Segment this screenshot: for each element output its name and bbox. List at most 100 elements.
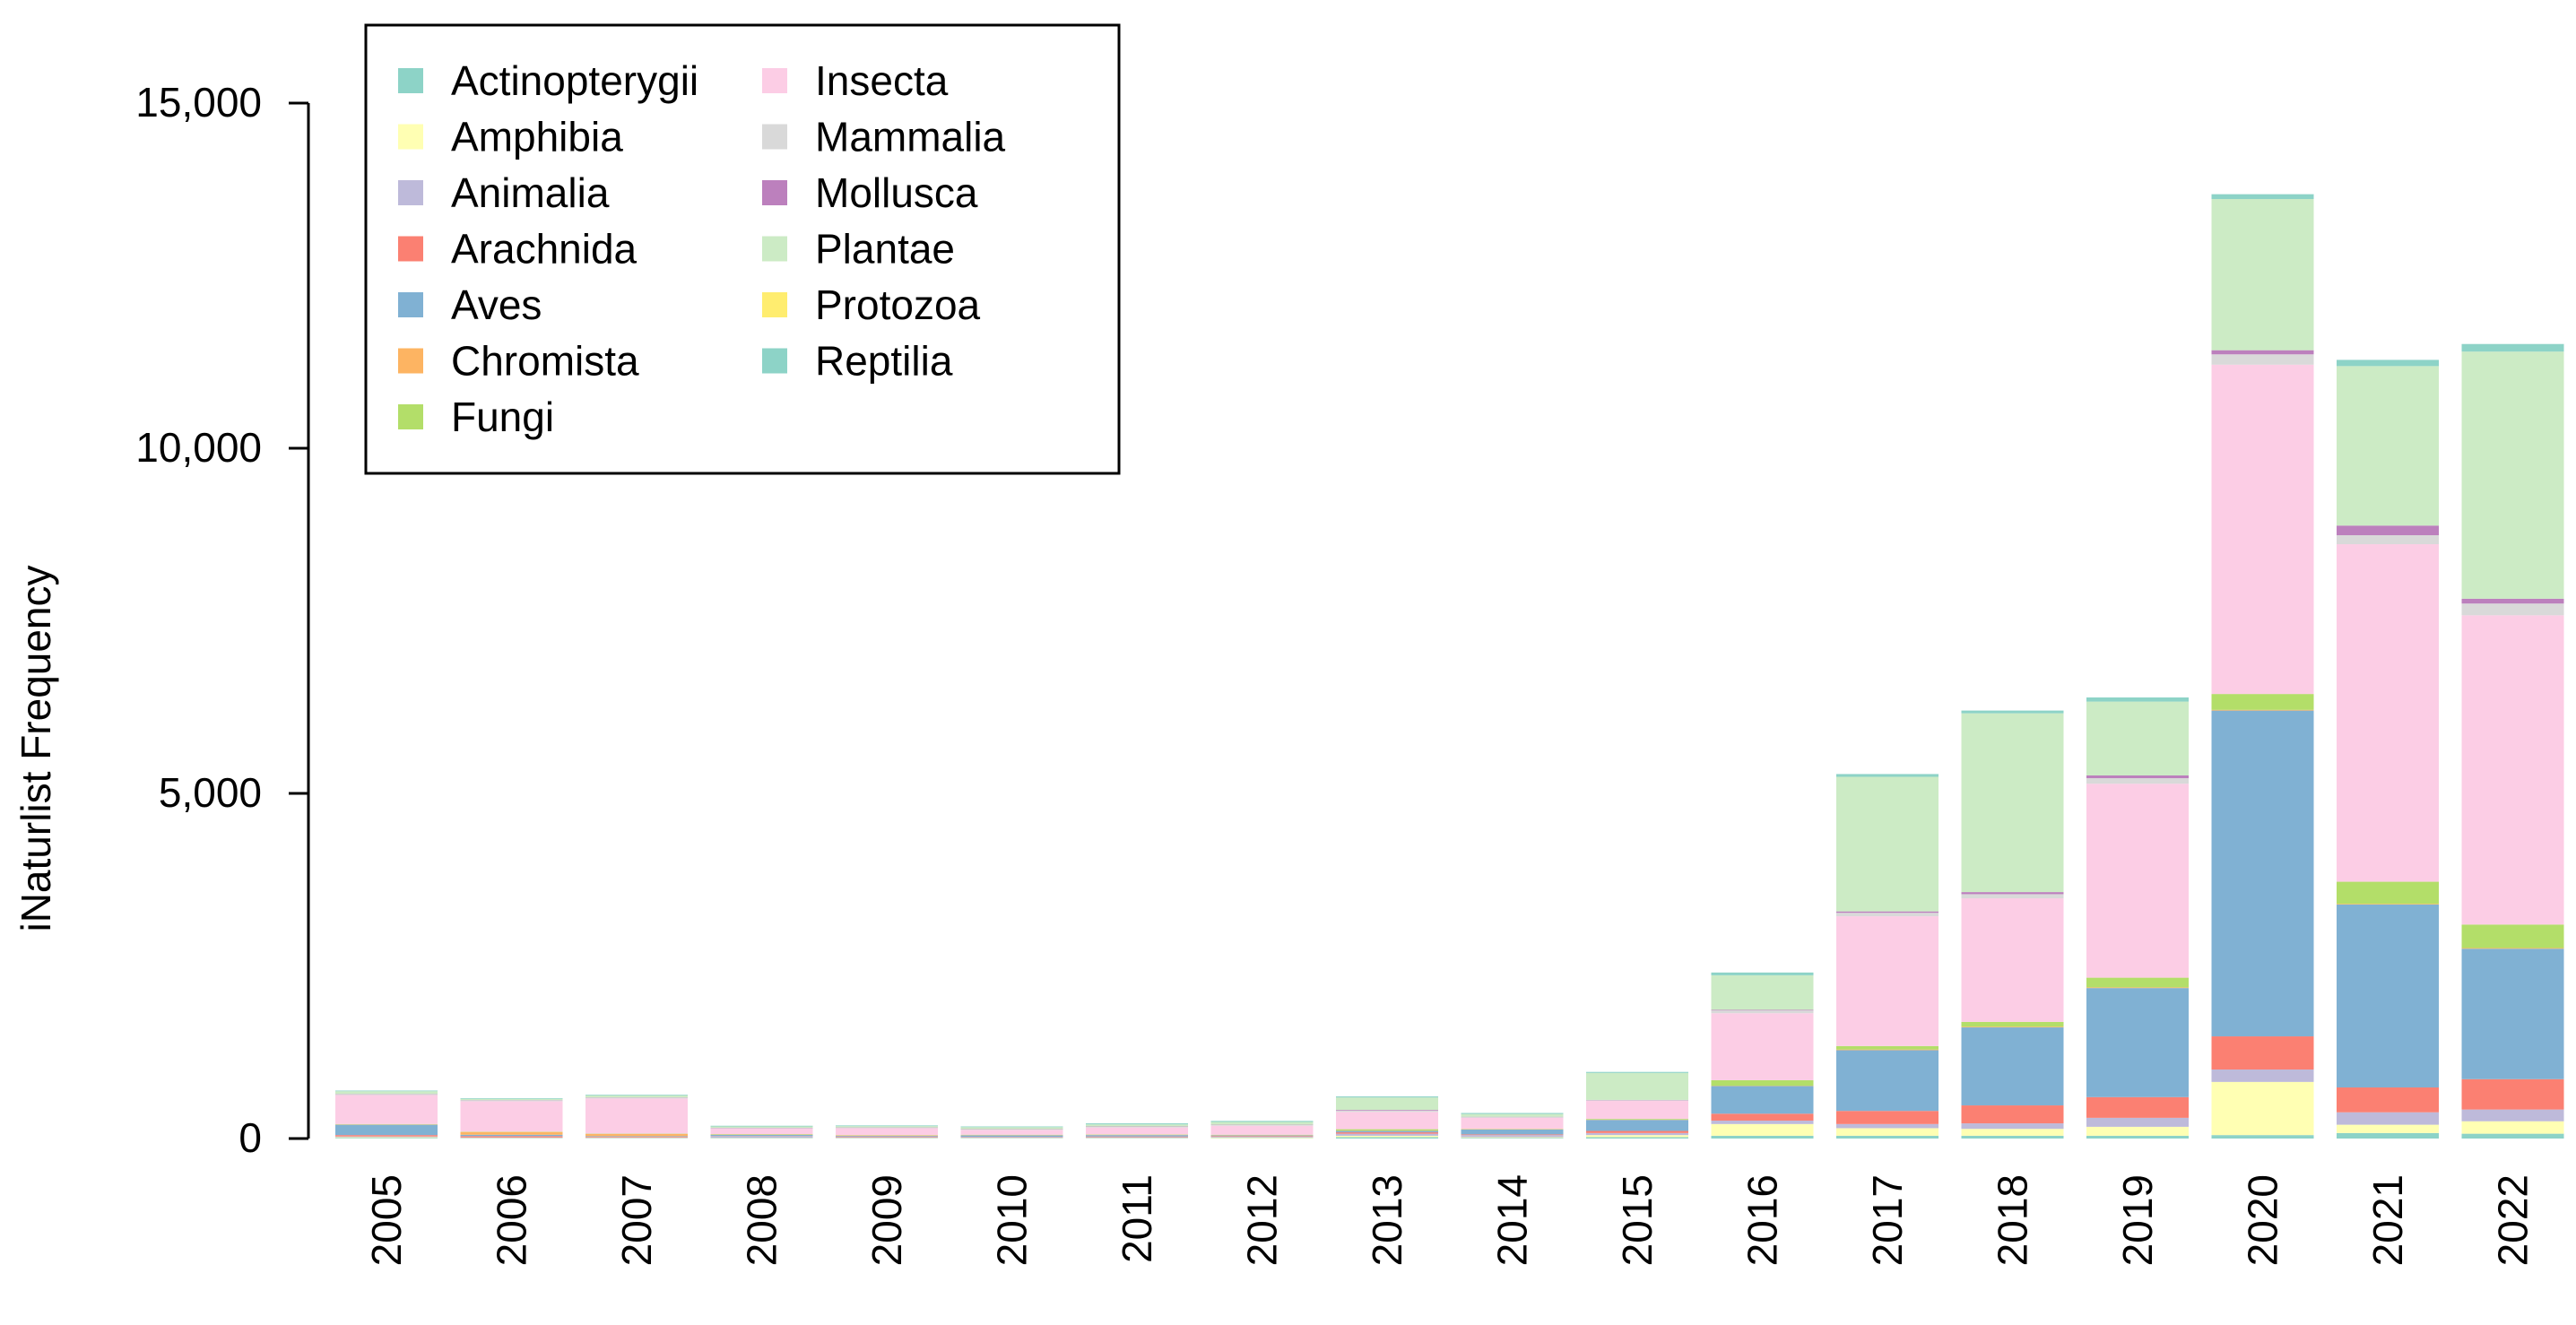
y-axis-label: iNaturlist Frequency bbox=[13, 565, 59, 931]
bar-stack-2007 bbox=[585, 1095, 688, 1139]
bar-segment-fungi-2022 bbox=[2461, 924, 2564, 948]
bar-segment-reptilia-2008 bbox=[710, 1125, 813, 1127]
bar-segment-mollusca-2017 bbox=[1836, 911, 1939, 914]
bar-segment-chromista-2021 bbox=[2337, 904, 2439, 905]
bar-segment-insecta-2011 bbox=[1086, 1127, 1188, 1135]
bar-segment-chromista-2020 bbox=[2211, 709, 2314, 711]
legend-label-actinopterygii: Actinopterygii bbox=[451, 57, 698, 104]
bar-stack-2010 bbox=[960, 1126, 1063, 1139]
x-tick-label: 2005 bbox=[363, 1174, 410, 1266]
x-tick-label: 2019 bbox=[2114, 1174, 2161, 1266]
bar-segment-plantae-2010 bbox=[960, 1127, 1063, 1130]
bar-segment-reptilia-2006 bbox=[460, 1097, 563, 1099]
bar-segment-amphibia-2005 bbox=[335, 1137, 438, 1139]
bar-segment-mammalia-2011 bbox=[1086, 1126, 1188, 1128]
bar-segment-mammalia-2021 bbox=[2337, 535, 2439, 545]
bar-segment-insecta-2007 bbox=[585, 1098, 688, 1134]
bar-segment-actinopterygii-2017 bbox=[1836, 1135, 1939, 1139]
bar-segment-insecta-2006 bbox=[460, 1101, 563, 1132]
bar-stack-2006 bbox=[460, 1097, 563, 1139]
bar-segment-amphibia-2019 bbox=[2086, 1126, 2189, 1136]
bar-segment-aves-2008 bbox=[710, 1134, 813, 1137]
bar-segment-mollusca-2020 bbox=[2211, 350, 2314, 355]
bar-segment-mammalia-2012 bbox=[1210, 1124, 1314, 1126]
bar-segment-mammalia-2016 bbox=[1711, 1010, 1814, 1014]
bar-segment-aves-2009 bbox=[836, 1135, 938, 1137]
bar-segment-insecta-2020 bbox=[2211, 364, 2314, 695]
legend-label-mollusca: Mollusca bbox=[815, 169, 978, 216]
bar-segment-mammalia-2007 bbox=[585, 1097, 688, 1099]
bar-segment-reptilia-2018 bbox=[1961, 710, 2064, 714]
x-tick-label: 2007 bbox=[613, 1174, 660, 1266]
bar-segment-animalia-2012 bbox=[1210, 1137, 1314, 1138]
bar-segment-plantae-2007 bbox=[585, 1095, 688, 1098]
bar-segment-amphibia-2022 bbox=[2461, 1121, 2564, 1134]
x-tick-label: 2021 bbox=[2364, 1174, 2411, 1266]
legend-swatch-mammalia bbox=[762, 124, 787, 150]
bar-segment-aves-2020 bbox=[2211, 710, 2314, 1037]
bar-segment-actinopterygii-2022 bbox=[2461, 1133, 2564, 1139]
bar-segment-mollusca-2016 bbox=[1711, 1009, 1814, 1011]
bar-segment-mammalia-2019 bbox=[2086, 778, 2189, 784]
bar-stack-2021 bbox=[2337, 359, 2439, 1139]
bar-segment-aves-2007 bbox=[585, 1136, 688, 1138]
bar-segment-animalia-2019 bbox=[2086, 1117, 2189, 1127]
bar-segment-animalia-2015 bbox=[1586, 1132, 1688, 1136]
bar-segment-insecta-2022 bbox=[2461, 615, 2564, 925]
legend-box bbox=[364, 23, 1121, 475]
bar-segment-fungi-2013 bbox=[1336, 1129, 1438, 1131]
bar-segment-insecta-2017 bbox=[1836, 916, 1939, 1046]
bar-segment-fungi-2017 bbox=[1836, 1045, 1939, 1050]
bar-stack-2012 bbox=[1210, 1121, 1314, 1139]
legend-swatch-mollusca bbox=[762, 180, 787, 205]
x-tick-label: 2017 bbox=[1864, 1174, 1911, 1266]
bar-segment-plantae-2018 bbox=[1961, 713, 2064, 893]
bar-segment-plantae-2015 bbox=[1586, 1072, 1688, 1100]
legend-label-plantae: Plantae bbox=[815, 226, 955, 273]
bar-segment-amphibia-2014 bbox=[1461, 1137, 1564, 1139]
bar-segment-animalia-2013 bbox=[1336, 1133, 1438, 1136]
bar-segment-animalia-2011 bbox=[1086, 1137, 1188, 1139]
bar-segment-mammalia-2022 bbox=[2461, 603, 2564, 616]
bar-segment-arachnida-2013 bbox=[1336, 1132, 1438, 1134]
bar-segment-reptilia-2020 bbox=[2211, 194, 2314, 200]
bar-segment-mollusca-2021 bbox=[2337, 525, 2439, 536]
legend-swatch-chromista bbox=[398, 348, 423, 374]
bar-segment-plantae-2014 bbox=[1461, 1113, 1564, 1117]
legend-label-animalia: Animalia bbox=[451, 169, 610, 216]
bar-segment-plantae-2016 bbox=[1711, 974, 1814, 1010]
bar-segment-actinopterygii-2015 bbox=[1586, 1137, 1688, 1139]
bar-segment-reptilia-2017 bbox=[1836, 774, 1939, 777]
x-tick-label: 2022 bbox=[2490, 1174, 2537, 1266]
bar-segment-reptilia-2013 bbox=[1336, 1096, 1438, 1098]
bar-segment-amphibia-2013 bbox=[1336, 1135, 1438, 1138]
bar-segment-mammalia-2017 bbox=[1836, 913, 1939, 917]
legend-label-reptilia: Reptilia bbox=[815, 338, 953, 385]
bar-segment-insecta-2005 bbox=[335, 1095, 438, 1124]
bar-segment-reptilia-2019 bbox=[2086, 697, 2189, 702]
bar-segment-actinopterygii-2019 bbox=[2086, 1135, 2189, 1139]
bar-segment-aves-2016 bbox=[1711, 1086, 1814, 1114]
bars bbox=[335, 194, 2564, 1139]
bar-segment-actinopterygii-2013 bbox=[1336, 1137, 1438, 1139]
bar-segment-chromista-2018 bbox=[1961, 1026, 2064, 1028]
bar-segment-plantae-2012 bbox=[1210, 1121, 1314, 1125]
bar-segment-animalia-2009 bbox=[836, 1137, 938, 1139]
bar-segment-actinopterygii-2014 bbox=[1461, 1138, 1564, 1139]
x-tick-label: 2008 bbox=[739, 1174, 785, 1266]
legend-label-amphibia: Amphibia bbox=[451, 114, 623, 160]
bar-segment-mollusca-2022 bbox=[2461, 598, 2564, 604]
legend-swatch-plantae bbox=[762, 236, 787, 262]
bar-segment-plantae-2006 bbox=[460, 1098, 563, 1101]
y-tick-label: 5,000 bbox=[159, 769, 262, 816]
legend-swatch-arachnida bbox=[398, 236, 423, 262]
bar-segment-insecta-2008 bbox=[710, 1128, 813, 1134]
bar-stack-2009 bbox=[836, 1125, 938, 1139]
legend: Actinopterygii Amphibia Animalia Arachnida A… bbox=[364, 23, 1121, 475]
bar-segment-amphibia-2016 bbox=[1711, 1123, 1814, 1136]
bar-segment-arachnida-2005 bbox=[335, 1135, 438, 1137]
bar-segment-aves-2005 bbox=[335, 1124, 438, 1136]
x-tick-label: 2014 bbox=[1489, 1174, 1536, 1266]
bar-segment-animalia-2016 bbox=[1711, 1120, 1814, 1124]
